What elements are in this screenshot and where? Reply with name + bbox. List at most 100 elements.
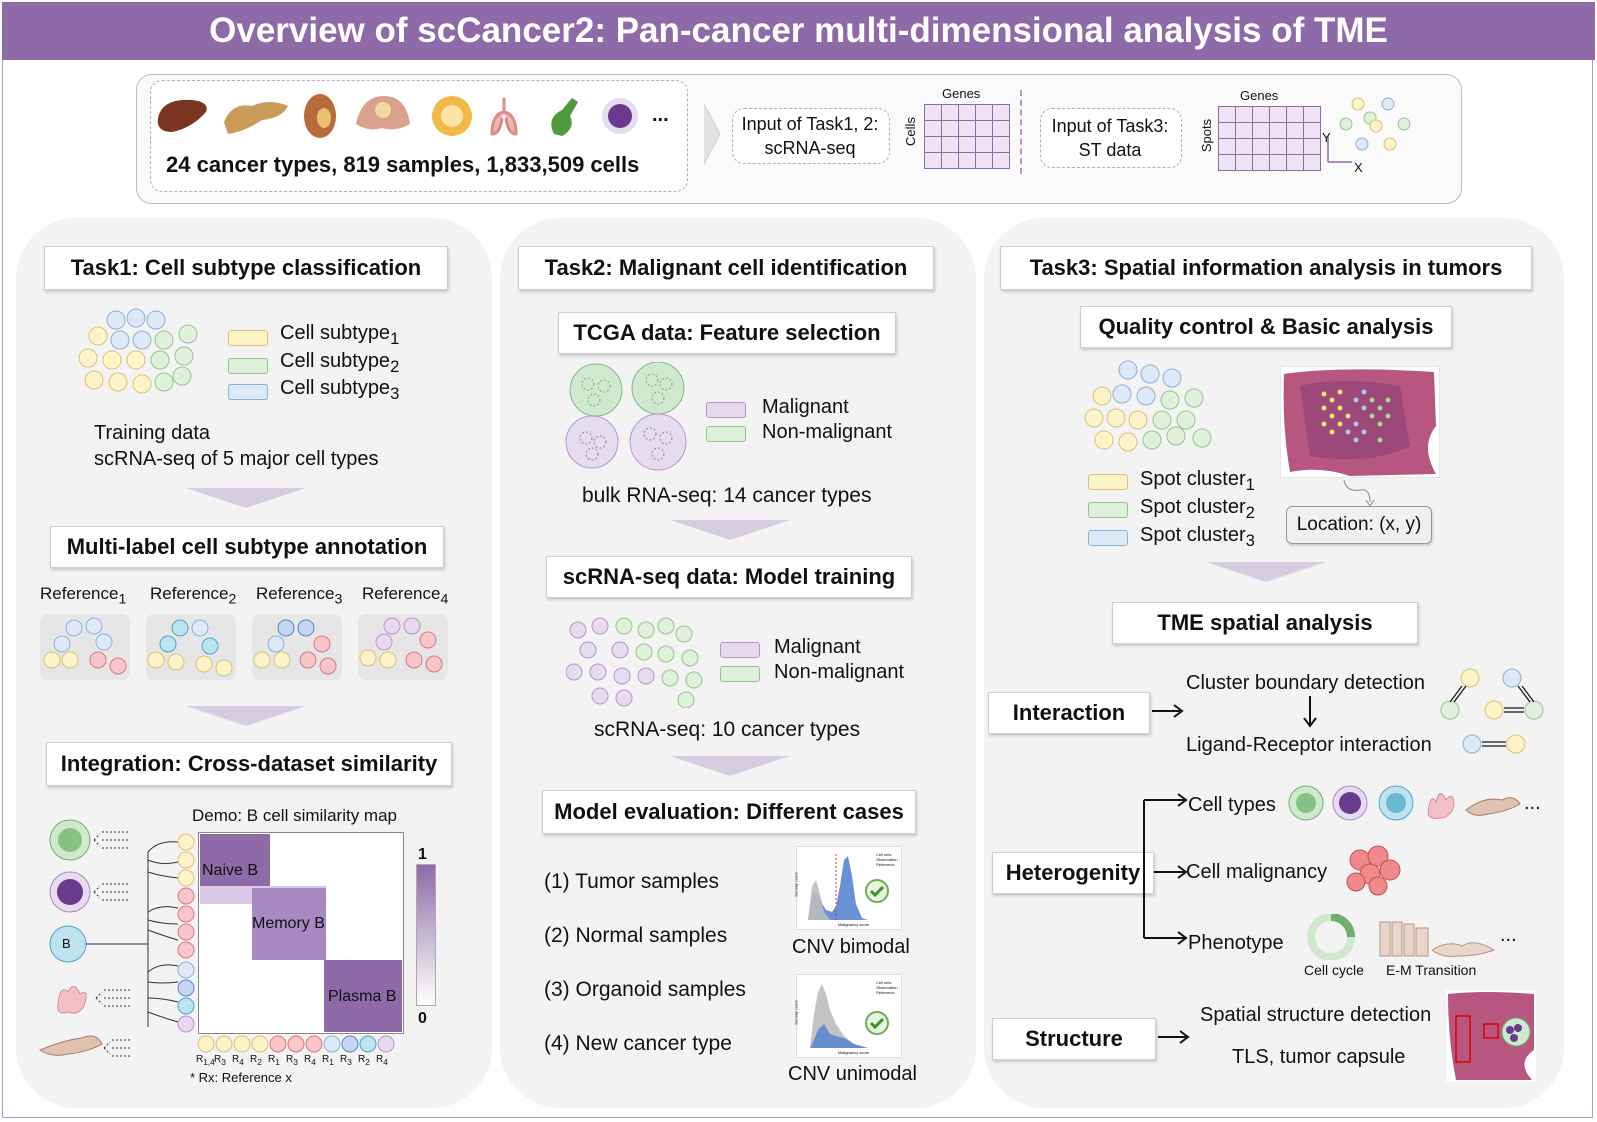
structure-box: Structure xyxy=(992,1018,1156,1060)
cell-icon xyxy=(602,98,638,134)
lung-icon xyxy=(490,98,518,136)
structure-tissue-image xyxy=(1446,990,1536,1082)
hist-1-legend-ref: Reference xyxy=(876,862,895,867)
b-cell-dendrogram xyxy=(38,819,195,1057)
x-tick: R4 xyxy=(304,1054,316,1067)
reference-4-label: Reference4 xyxy=(362,584,449,608)
kidney-icon xyxy=(304,94,336,138)
x-tick: R2 xyxy=(358,1054,370,1067)
x-tick: R4 xyxy=(376,1054,388,1067)
case-2: (2) Normal samples xyxy=(544,924,728,947)
input3-sub: ST data xyxy=(1078,140,1142,160)
case-1: (1) Tumor samples xyxy=(544,870,720,893)
b-cell-label: B xyxy=(62,936,71,951)
spot-cluster-1: Spot cluster1 xyxy=(1140,468,1255,494)
spot-swatch-blue xyxy=(1088,530,1128,546)
heterogenity-tree xyxy=(1143,793,1188,945)
malignant-label: Malignant xyxy=(762,396,849,418)
x-tick: R1 xyxy=(322,1054,334,1067)
phenotype-label: Phenotype xyxy=(1188,932,1284,954)
heatmap-x-circles xyxy=(197,1035,395,1053)
spots-genes-matrix xyxy=(1218,106,1321,171)
b-cell-icon xyxy=(1378,785,1414,821)
colorbar xyxy=(416,864,436,1006)
legend-subtype-1: Cell subtype1 xyxy=(280,322,400,348)
memory-b-label: Memory B xyxy=(252,915,325,932)
struct-detection-label: Spatial structure detection xyxy=(1200,1004,1432,1026)
dataset-box xyxy=(150,80,688,192)
colorbar-max: 1 xyxy=(418,846,427,863)
epithelial-icon xyxy=(1427,793,1455,819)
x-tick: R3 xyxy=(340,1054,352,1067)
naive-b-label: Naive B xyxy=(202,862,259,879)
spot-cluster xyxy=(1084,360,1212,452)
hist-1-legend: Cell sets Observation Reference xyxy=(876,852,898,867)
demo-title: Demo: B cell similarity map xyxy=(192,806,397,825)
interaction-box: Interaction xyxy=(988,692,1150,734)
reference-3-label: Reference3 xyxy=(256,584,343,608)
legend-subtype-2: Cell subtype2 xyxy=(280,350,400,376)
cell-types-label: Cell types xyxy=(1188,794,1276,816)
boundary-label: Cluster boundary detection xyxy=(1186,672,1426,694)
scrna-cells xyxy=(566,617,703,708)
hist-1-legend-title: Cell sets xyxy=(876,852,892,857)
organ-ellipsis: ... xyxy=(652,104,669,126)
lr-label: Ligand-Receptor interaction xyxy=(1186,734,1432,756)
tumor-cells-icon xyxy=(1346,845,1401,896)
arrow-down xyxy=(1303,696,1317,728)
interaction-diagram xyxy=(1440,668,1544,754)
input3-box xyxy=(1040,108,1182,168)
hist-1-legend-obs: Observation xyxy=(876,857,898,862)
cnv-bimodal-label: CNV bimodal xyxy=(792,936,910,958)
hist-2-xlabel: Malignancy score xyxy=(838,1050,870,1055)
legend-subtype-3: Cell subtype3 xyxy=(280,377,400,403)
genes-label-2: Genes xyxy=(1240,88,1279,103)
subtype-cluster xyxy=(78,308,198,394)
spots-label: Spots xyxy=(1199,118,1215,153)
task1-title: Task1: Cell subtype classification xyxy=(44,246,448,290)
case-3: (3) Organoid samples xyxy=(544,978,746,1001)
malignant-swatch xyxy=(706,402,746,418)
organ-icons xyxy=(157,94,638,138)
cell-types-ellipsis: ... xyxy=(1524,792,1541,814)
task1-step3: Integration: Cross-dataset similarity xyxy=(46,742,452,786)
scrna-label: scRNA-seq: 10 cancer types xyxy=(594,718,861,741)
axis-x-label: X xyxy=(1354,160,1363,175)
x-tick: R1 xyxy=(268,1054,280,1067)
check-icon xyxy=(865,1011,889,1035)
hist-2-legend-ref: Reference xyxy=(876,990,895,995)
task2-step3: Model evaluation: Different cases xyxy=(542,790,916,834)
spot-cluster-2: Spot cluster2 xyxy=(1140,496,1255,522)
input3-label: Input of Task3: xyxy=(1051,116,1169,136)
flow-arrow-down xyxy=(670,756,790,776)
training-data-desc: scRNA-seq of 5 major cell types xyxy=(94,448,379,470)
bulk-label: bulk RNA-seq: 14 cancer types xyxy=(582,484,872,507)
spatial-spots-diagram xyxy=(1327,97,1411,163)
hist-2-legend-title: Cell sets xyxy=(876,980,892,985)
cell-type-icons xyxy=(1288,785,1521,821)
reference-1-label: Reference1 xyxy=(40,584,127,608)
flow-arrow-down xyxy=(186,488,306,508)
task2-title: Task2: Malignant cell identification xyxy=(518,246,934,290)
breast-icon xyxy=(432,96,472,136)
legend-swatch-yellow xyxy=(228,330,268,346)
uterus-icon xyxy=(356,96,410,130)
heatmap-x-ticks: R1,4 R3 R4 R2 R1 R3 R4 R1 R3 R2 R4 xyxy=(196,1054,392,1067)
check-icon xyxy=(865,879,889,903)
gallbladder-icon xyxy=(551,98,578,136)
reference-2-cluster xyxy=(146,614,236,680)
case-4: (4) New cancer type xyxy=(544,1032,732,1055)
x-tick: R2 xyxy=(250,1054,262,1067)
hist-2-legend: Cell sets Observation Reference xyxy=(876,980,898,995)
task3-step1: Quality control & Basic analysis xyxy=(1080,306,1452,348)
heterogenity-box: Heterogenity xyxy=(992,852,1154,894)
myeloid-icon xyxy=(1332,785,1368,821)
input-divider xyxy=(1020,90,1022,174)
cell-cycle-icon xyxy=(1307,914,1355,960)
hist-1-ylabel: Density count xyxy=(793,872,799,897)
tissue-spatial-image xyxy=(1280,366,1440,478)
tls-label: TLS, tumor capsule xyxy=(1232,1046,1406,1068)
flow-arrow-down xyxy=(670,520,790,540)
cnv-unimodal-bars xyxy=(810,982,896,1048)
reference-2-label: Reference2 xyxy=(150,584,237,608)
